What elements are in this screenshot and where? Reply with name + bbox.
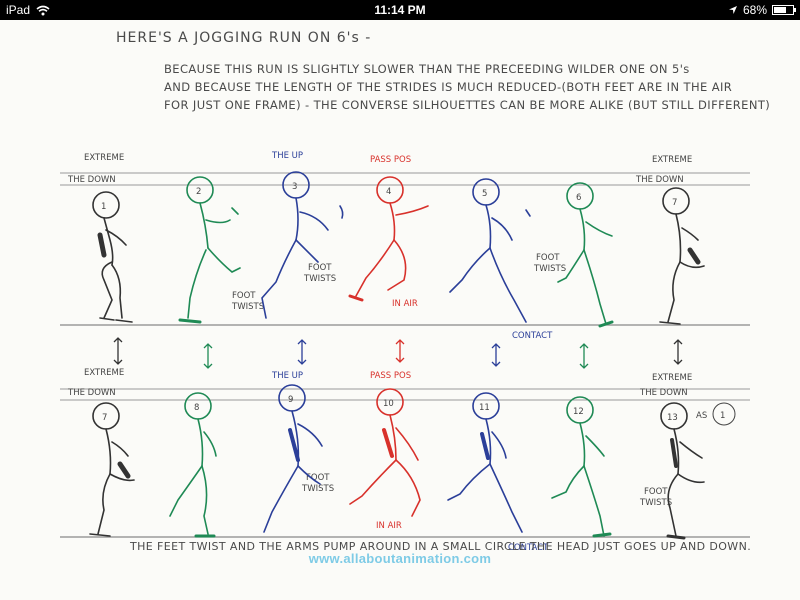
figure-frame-6 bbox=[557, 182, 614, 328]
sheet-paragraph-line-3: FOR JUST ONE FRAME) - THE CONVERSE SILHO… bbox=[164, 98, 771, 112]
label-foot-twist-b: FOOT bbox=[308, 263, 332, 273]
label-the-down-bottom-right: THE DOWN bbox=[639, 388, 688, 398]
label-extreme-top-right: EXTREME bbox=[652, 155, 692, 165]
status-time: 11:14 PM bbox=[374, 3, 426, 17]
label-extreme-top-left: EXTREME bbox=[84, 153, 124, 163]
figure-frame-2 bbox=[178, 176, 241, 324]
frame-number-7: 7 bbox=[672, 198, 677, 208]
label-as: AS bbox=[696, 411, 707, 421]
frame-number-9: 9 bbox=[288, 395, 293, 405]
figure-frame-5 bbox=[449, 178, 531, 323]
label-foot-twists-a-2: TWISTS bbox=[301, 484, 334, 494]
figure-frame-9 bbox=[263, 384, 323, 533]
label-foot-twists-b: FOOT bbox=[644, 487, 668, 497]
label-foot-twist-a: FOOT bbox=[232, 291, 256, 301]
label-the-down-top-right: THE DOWN bbox=[635, 175, 684, 185]
status-left: iPad bbox=[6, 3, 50, 17]
device-name: iPad bbox=[6, 3, 31, 17]
label-foot-twist-c-2: TWISTS bbox=[533, 264, 566, 274]
figure-frame-10 bbox=[349, 388, 421, 517]
frame-number-12: 12 bbox=[573, 407, 584, 417]
frame-number-1: 1 bbox=[101, 202, 106, 212]
label-the-down-top-left: THE DOWN bbox=[67, 175, 116, 185]
frame-number-11: 11 bbox=[479, 403, 490, 413]
sheet-paragraph-line-2: AND BECAUSE THE LENGTH OF THE STRIDES IS… bbox=[164, 80, 733, 94]
frame-number-3: 3 bbox=[292, 182, 297, 192]
label-foot-twist-a-2: TWISTS bbox=[231, 302, 264, 312]
animation-sheet bbox=[0, 20, 800, 600]
wifi-icon bbox=[36, 5, 50, 15]
label-pass-pos-top: PASS POS bbox=[370, 155, 411, 165]
figure-frame-12 bbox=[551, 396, 612, 538]
frame-number-13: 13 bbox=[667, 413, 678, 423]
sheet-footer-note: THE FEET TWIST AND THE ARMS PUMP AROUND … bbox=[130, 540, 752, 553]
label-in-air-bottom: IN AIR bbox=[376, 521, 402, 531]
figure-frame-11 bbox=[447, 392, 523, 533]
label-in-air-top: IN AIR bbox=[392, 299, 418, 309]
frame-number-8: 8 bbox=[194, 403, 199, 413]
watermark: www.allaboutanimation.com bbox=[308, 551, 492, 566]
label-as-one-number: 1 bbox=[720, 411, 725, 421]
battery-fill bbox=[774, 7, 787, 13]
label-foot-twists-b-2: TWISTS bbox=[639, 498, 672, 508]
label-contact-bottom: CONTACT bbox=[508, 543, 549, 553]
figure-frame-1 bbox=[92, 191, 133, 323]
battery-icon bbox=[772, 5, 796, 15]
label-foot-twist-c: FOOT bbox=[536, 253, 560, 263]
as-one-circle bbox=[712, 402, 736, 426]
label-the-up-bottom: THE UP bbox=[271, 371, 303, 381]
status-right: 68% bbox=[728, 3, 796, 17]
label-foot-twists-a: FOOT bbox=[306, 473, 330, 483]
figure-frame-7-repeat bbox=[89, 402, 135, 537]
sheet-title: HERE'S A JOGGING RUN ON 6's - bbox=[116, 30, 372, 46]
vertical-double-arrows bbox=[113, 337, 683, 369]
frame-number-2: 2 bbox=[196, 187, 201, 197]
location-arrow-icon bbox=[728, 6, 737, 14]
label-extreme-bottom-left: EXTREME bbox=[84, 368, 124, 378]
label-extreme-bottom-right: EXTREME bbox=[652, 373, 692, 383]
sheet-paragraph-line-1: BECAUSE THIS RUN IS SLIGHTLY SLOWER THAN… bbox=[164, 62, 690, 76]
label-the-up-top: THE UP bbox=[271, 151, 303, 161]
figure-frame-8 bbox=[169, 392, 217, 538]
figure-frame-3 bbox=[261, 171, 344, 319]
run-cycle-drawing: EXTREME THE DOWN THE UP PASS POS EXTREME… bbox=[60, 151, 750, 553]
frame-number-7b: 7 bbox=[102, 413, 107, 423]
figure-frame-4 bbox=[348, 176, 429, 302]
label-foot-twist-b-2: TWISTS bbox=[303, 274, 336, 284]
frame-number-5: 5 bbox=[482, 189, 487, 199]
frame-number-4: 4 bbox=[386, 187, 391, 197]
frame-number-10: 10 bbox=[383, 399, 394, 409]
label-the-down-bottom-left: THE DOWN bbox=[67, 388, 116, 398]
frame-number-6: 6 bbox=[576, 193, 581, 203]
label-contact-top: CONTACT bbox=[512, 331, 553, 341]
label-pass-pos-bottom: PASS POS bbox=[370, 371, 411, 381]
battery-percent: 68% bbox=[742, 3, 767, 17]
figure-frame-7 bbox=[659, 187, 705, 325]
figure-frame-13 bbox=[660, 402, 705, 540]
status-bar: iPad 11:14 PM 68% bbox=[0, 0, 800, 20]
